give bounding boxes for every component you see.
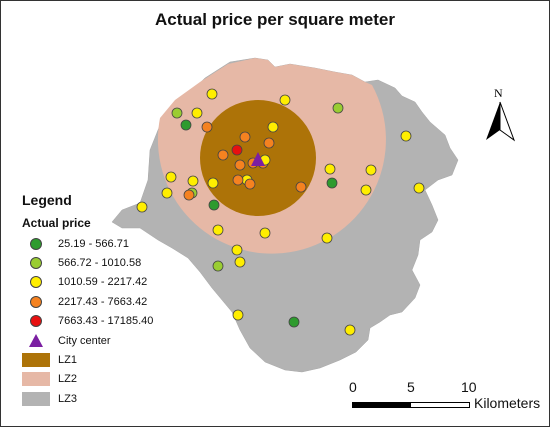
scale-tick-0: 0	[349, 379, 357, 395]
price-point	[413, 182, 425, 194]
price-point	[217, 149, 229, 161]
north-label: N	[494, 86, 503, 100]
legend-item-class-5: 7663.43 - 17185.40	[22, 312, 182, 331]
legend-swatch	[30, 257, 42, 270]
price-point	[234, 256, 246, 268]
price-point	[267, 121, 279, 133]
price-point	[324, 163, 336, 175]
scale-tick-10: 10	[461, 379, 477, 395]
legend-swatch	[30, 237, 42, 250]
price-point	[207, 177, 219, 189]
price-point	[279, 94, 291, 106]
legend-label: 1010.59 - 2217.42	[58, 276, 148, 289]
price-point	[239, 131, 251, 143]
price-point	[161, 187, 173, 199]
price-point	[206, 88, 218, 100]
price-point	[232, 309, 244, 321]
price-point	[171, 107, 183, 119]
legend-swatch	[30, 295, 42, 308]
price-point	[295, 181, 307, 193]
price-point	[212, 224, 224, 236]
legend-swatch	[22, 372, 50, 387]
map-title: Actual price per square meter	[155, 10, 395, 29]
price-point	[231, 244, 243, 256]
price-point	[180, 119, 192, 131]
legend-item-lz2: LZ2	[22, 370, 182, 389]
legend-label: 7663.43 - 17185.40	[58, 315, 154, 328]
price-point	[165, 171, 177, 183]
legend-swatch	[22, 353, 50, 368]
price-point	[136, 201, 148, 213]
scale-tick-5: 5	[407, 379, 415, 395]
price-point	[187, 175, 199, 187]
legend-swatch	[22, 391, 50, 406]
price-point	[201, 121, 213, 133]
price-point	[344, 324, 356, 336]
price-point	[259, 227, 271, 239]
legend-item-class-2: 566.72 - 1010.58	[22, 253, 182, 272]
price-point	[244, 178, 256, 190]
price-point	[326, 177, 338, 189]
legend-swatch	[30, 315, 42, 328]
price-point	[232, 174, 244, 186]
price-point	[212, 260, 224, 272]
price-point	[234, 159, 246, 171]
legend-swatch	[30, 276, 42, 289]
legend-item-lz1: LZ1	[22, 350, 182, 369]
legend-label: 566.72 - 1010.58	[58, 257, 142, 270]
price-point	[332, 102, 344, 114]
legend-label: LZ2	[58, 373, 77, 386]
price-point	[288, 316, 300, 328]
scale-unit: Kilometers	[474, 395, 541, 411]
legend-item-lz3: LZ3	[22, 389, 182, 408]
price-point	[183, 189, 195, 201]
legend-label: LZ3	[58, 392, 77, 405]
legend-item-class-3: 1010.59 - 2217.42	[22, 273, 182, 292]
triangle-icon	[29, 334, 43, 348]
price-points	[136, 88, 425, 336]
legend-label: 25.19 - 566.71	[58, 237, 129, 250]
price-point	[231, 144, 243, 156]
north-arrow: N	[485, 86, 515, 146]
price-point	[321, 232, 333, 244]
price-point	[365, 164, 377, 176]
north-arrow-icon	[486, 101, 515, 142]
legend-subheading: Actual price	[22, 216, 91, 230]
legend-item-class-4: 2217.43 - 7663.42	[22, 292, 182, 311]
legend-item-city-center: City center	[22, 331, 182, 350]
price-point	[360, 184, 372, 196]
legend: Legend Actual price 25.19 - 566.71 566.7…	[22, 192, 182, 409]
legend-label: 2217.43 - 7663.42	[58, 295, 148, 308]
price-point	[191, 107, 203, 119]
legend-heading: Legend	[22, 192, 72, 208]
city-center-marker	[251, 152, 265, 166]
legend-label: City center	[58, 334, 111, 347]
price-point	[400, 130, 412, 142]
scale-bar-graphic	[352, 402, 470, 408]
legend-item-class-1: 25.19 - 566.71	[22, 234, 182, 253]
price-point	[263, 137, 275, 149]
price-point	[208, 199, 220, 211]
legend-label: LZ1	[58, 354, 77, 367]
